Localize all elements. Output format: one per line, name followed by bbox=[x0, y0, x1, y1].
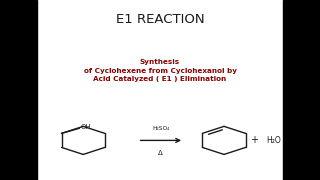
Bar bbox=[37, 0, 283, 180]
Text: +: + bbox=[251, 135, 259, 145]
Text: H₂O: H₂O bbox=[266, 136, 281, 145]
Text: OH: OH bbox=[80, 123, 91, 130]
Text: E1 REACTION: E1 REACTION bbox=[116, 13, 204, 26]
Text: Δ: Δ bbox=[158, 150, 163, 156]
Bar bbox=[0, 0, 37, 180]
Bar bbox=[283, 0, 320, 180]
Text: Synthesis
of Cyclohexene from Cyclohexanol by
Acid Catalyzed ( E1 ) Elimination: Synthesis of Cyclohexene from Cyclohexan… bbox=[84, 59, 236, 82]
Text: H₂SO₄: H₂SO₄ bbox=[152, 125, 170, 130]
